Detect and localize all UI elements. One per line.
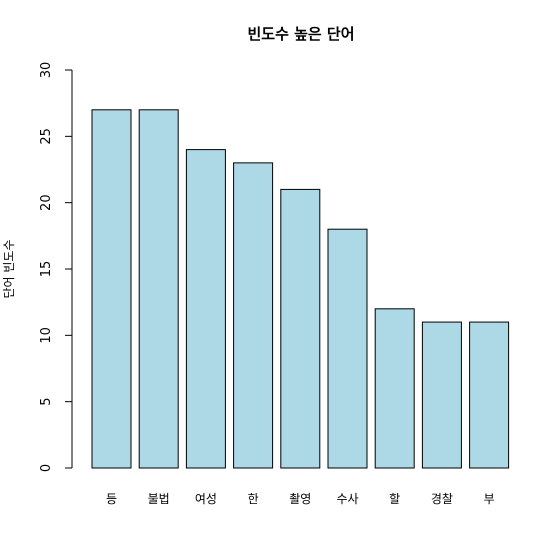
chart-title: 빈도수 높은 단어: [247, 25, 354, 43]
x-category-label: 등: [106, 492, 117, 506]
bar: [185, 149, 226, 469]
x-category-label: 여성: [195, 492, 217, 506]
x-category-label: 촬영: [289, 492, 311, 506]
y-tick-label: 25: [39, 128, 54, 145]
bars: [91, 109, 510, 469]
x-category-label: 할: [389, 492, 400, 506]
y-tick-label: 30: [39, 62, 54, 79]
bar: [421, 321, 462, 469]
y-axis-label: 단어 빈도수: [2, 239, 16, 298]
bar: [374, 308, 415, 469]
bar: [233, 162, 274, 469]
x-category-label: 수사: [336, 492, 358, 506]
x-category-label: 경찰: [431, 492, 453, 506]
y-tick-label: 5: [39, 398, 54, 406]
x-category-label: 불법: [148, 492, 170, 506]
x-axis-labels: 등 불법 여성 한 촬영 수사 할 경찰 부: [106, 492, 495, 506]
x-category-label: 부: [484, 492, 495, 506]
y-axis-ticks: 0 5 10 15 20 25 30: [39, 62, 72, 472]
x-category-label: 한: [248, 492, 259, 506]
y-tick-label: 15: [39, 261, 54, 278]
bar: [469, 321, 510, 469]
y-tick-label: 20: [39, 194, 54, 211]
bar: [327, 228, 368, 469]
y-tick-label: 10: [39, 327, 54, 344]
bar: [91, 109, 132, 469]
bar: [138, 109, 179, 469]
bar: [280, 188, 321, 469]
y-tick-label: 0: [39, 464, 54, 472]
